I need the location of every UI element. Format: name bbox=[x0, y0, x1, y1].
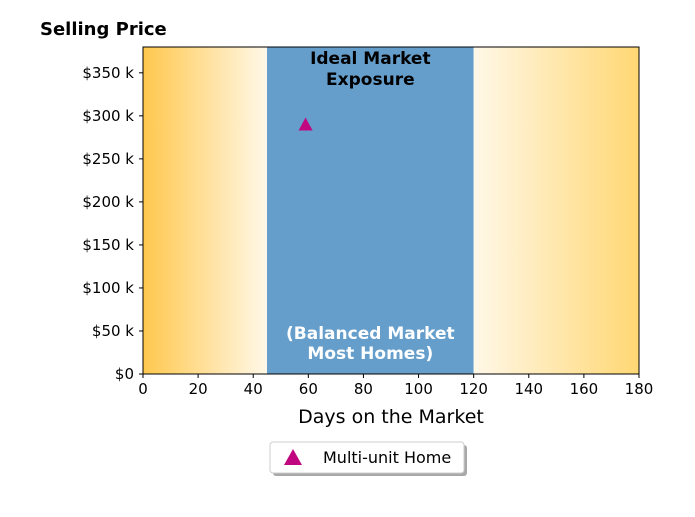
x-axis-label: Days on the Market bbox=[298, 406, 484, 428]
data-points bbox=[298, 117, 313, 131]
chart-title: Selling Price bbox=[40, 19, 167, 40]
annotation-text: Ideal Market bbox=[310, 49, 431, 69]
x-axis: 0 20 40 60 80 100 120 140 160 180 bbox=[138, 374, 653, 398]
y-tick-label: $50 k bbox=[92, 322, 134, 340]
band-slow-right bbox=[473, 47, 639, 374]
background-bands bbox=[143, 47, 639, 374]
band-slow-left bbox=[143, 47, 267, 374]
annotation-text: Exposure bbox=[326, 70, 415, 90]
band-ideal-exposure bbox=[267, 47, 474, 374]
x-tick-label: 20 bbox=[189, 380, 208, 398]
legend-triangle-marker bbox=[284, 449, 302, 465]
x-tick-label: 60 bbox=[299, 380, 318, 398]
y-tick-label: $250 k bbox=[82, 150, 134, 168]
legend-label: Multi-unit Home bbox=[323, 448, 451, 467]
legend: Multi-unit Home bbox=[269, 441, 467, 476]
x-tick-label: 180 bbox=[625, 380, 654, 398]
x-tick-label: 140 bbox=[514, 380, 543, 398]
x-tick-label: 100 bbox=[404, 380, 433, 398]
plot-frame bbox=[142, 46, 640, 375]
legend-box bbox=[269, 441, 465, 474]
x-tick-label: 0 bbox=[138, 380, 148, 398]
x-tick-label: 120 bbox=[459, 380, 488, 398]
data-point-triangle bbox=[298, 117, 313, 131]
x-tick-label: 80 bbox=[354, 380, 373, 398]
annotation-text: (Balanced Market bbox=[286, 324, 455, 344]
x-tick-label: 40 bbox=[244, 380, 263, 398]
y-tick-label: $150 k bbox=[82, 236, 134, 254]
y-tick-label: $0 bbox=[115, 365, 134, 383]
y-tick-label: $300 k bbox=[82, 107, 134, 125]
annotation-text: Most Homes) bbox=[307, 344, 433, 364]
y-tick-label: $100 k bbox=[82, 279, 134, 297]
y-tick-label: $350 k bbox=[82, 64, 134, 82]
y-axis: $0 $50 k $100 k $150 k $200 k $250 k $300 k $35… bbox=[82, 64, 143, 383]
y-tick-label: $200 k bbox=[82, 193, 134, 211]
x-tick-label: 160 bbox=[570, 380, 599, 398]
